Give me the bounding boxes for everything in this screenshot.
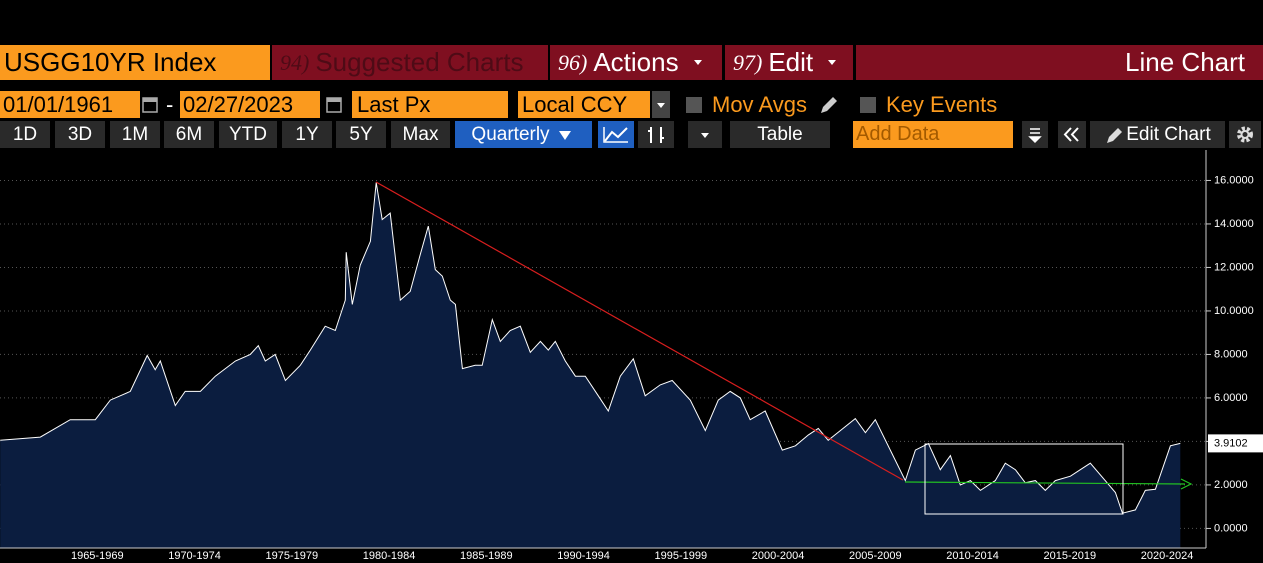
y-tick-label: 6.0000 (1214, 392, 1248, 404)
x-tick-label: 2010-2014 (946, 550, 999, 562)
filter-icon[interactable] (1022, 121, 1048, 148)
calendar-icon[interactable] (326, 95, 342, 113)
x-tick-label: 2015-2019 (1044, 550, 1097, 562)
input-text: 02/27/2023 (183, 91, 294, 117)
separator: - (166, 91, 178, 118)
currency[interactable]: Local CCY (518, 91, 650, 118)
separator-text: - (166, 91, 174, 117)
checkbox[interactable] (686, 97, 702, 113)
input-text: 01/01/1961 (3, 91, 114, 117)
input-text: Add Data (856, 123, 940, 145)
menu-number: 97) (733, 49, 763, 75)
pencil-icon[interactable] (818, 94, 840, 116)
x-tick-label: 1975-1979 (265, 550, 318, 562)
table-button[interactable]: Table (730, 121, 830, 148)
caret (558, 130, 571, 140)
period-button[interactable]: 3D (55, 121, 105, 148)
line-icon[interactable] (598, 121, 634, 148)
y-tick-label: 0.0000 (1214, 522, 1248, 534)
x-tick-label: 1965-1969 (71, 550, 124, 562)
button-text: Quarterly (471, 123, 550, 145)
period-button[interactable]: 1Y (282, 121, 332, 148)
y-tick-label: 12.0000 (1214, 261, 1254, 273)
menu-number: 94) (280, 49, 310, 75)
chart-type: Line Chart (856, 45, 1263, 80)
period-button[interactable]: 5Y (336, 121, 386, 148)
collapse-icon[interactable] (1058, 121, 1086, 148)
end-date[interactable]: 02/27/2023 (180, 91, 320, 118)
input-text: Local CCY (522, 91, 628, 117)
support-line (904, 481, 1186, 485)
label: Mov Avgs (712, 91, 807, 117)
menu-text: Suggested Charts (315, 47, 524, 77)
x-tick-label: 1970-1974 (168, 550, 221, 562)
pencil-icon (1107, 127, 1123, 143)
period-button[interactable]: Max (391, 121, 450, 148)
edit-menu[interactable]: 97) Edit (725, 45, 853, 80)
label: Key Events (886, 91, 998, 117)
y-tick-label: 10.0000 (1214, 305, 1254, 317)
line (0, 182, 1181, 514)
last-value-box (1208, 434, 1263, 453)
bar-icon[interactable] (638, 121, 674, 148)
ticker[interactable]: USGG10YR Index (0, 45, 270, 80)
last-value-label: 3.9102 (1214, 437, 1248, 449)
y-tick-label: 14.0000 (1214, 218, 1254, 230)
range-box (924, 443, 1124, 515)
x-tick-label: 2000-2004 (752, 550, 805, 562)
dropdown[interactable] (652, 91, 670, 118)
caret (828, 59, 837, 65)
input-text: Last Px (357, 91, 431, 117)
x-tick-label: 2020-2024 (1141, 550, 1194, 562)
menu-number: 96) (558, 49, 588, 75)
menu-text: Edit (768, 47, 814, 77)
x-tick-label: 2005-2009 (849, 550, 902, 562)
y-tick-label: 2.0000 (1214, 479, 1248, 491)
dropdown[interactable] (688, 121, 722, 148)
x-tick-label: 1985-1989 (460, 550, 513, 562)
caret (693, 59, 702, 65)
mov-avgs[interactable]: Mov Avgs (712, 91, 822, 118)
suggested-charts[interactable]: 94) Suggested Charts (272, 45, 548, 80)
x-tick-label: 1995-1999 (655, 550, 708, 562)
period-button[interactable]: 6M (164, 121, 214, 148)
button-text: Edit Chart (1126, 123, 1211, 145)
y-tick-label: 16.0000 (1214, 174, 1254, 186)
x-tick-label: 1990-1994 (557, 550, 610, 562)
field[interactable]: Last Px (352, 91, 508, 118)
menu-text: Actions (593, 47, 679, 77)
edit-chart[interactable]: Edit Chart (1090, 121, 1225, 148)
add-data[interactable]: Add Data (853, 121, 1013, 148)
x-tick-label: 1980-1984 (363, 550, 416, 562)
settings-icon[interactable] (1229, 121, 1261, 148)
ticker-text: USGG10YR Index (4, 47, 217, 77)
period-button[interactable]: YTD (219, 121, 277, 148)
trend-line (375, 181, 904, 481)
actions-menu[interactable]: 96) Actions (550, 45, 722, 80)
chart-type-text: Line Chart (1125, 47, 1245, 77)
period-button[interactable]: 1D (0, 121, 50, 148)
button-text: Table (757, 123, 803, 145)
checkbox[interactable] (860, 97, 876, 113)
start-date[interactable]: 01/01/1961 (0, 91, 140, 118)
period-button[interactable]: 1M (110, 121, 160, 148)
y-tick-label: 8.0000 (1214, 348, 1248, 360)
frequency[interactable]: Quarterly (455, 121, 592, 148)
arrow-head (1180, 478, 1193, 490)
area (0, 182, 1181, 548)
key-events[interactable]: Key Events (886, 91, 1016, 118)
calendar-icon[interactable] (142, 95, 158, 113)
